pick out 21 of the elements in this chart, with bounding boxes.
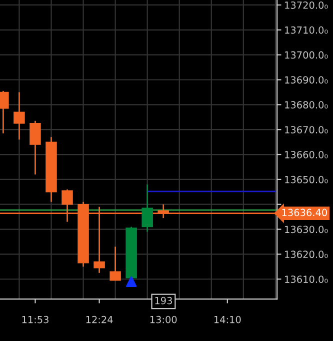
y-tick-label: 13710.0₀ [285, 26, 328, 34]
ref-line-label: 13636.40 [282, 208, 327, 216]
x-tick-label: 14:10 [214, 316, 241, 324]
y-tick-label: 13630.0₀ [285, 226, 328, 234]
y-tick-label: 13610.0₀ [285, 276, 328, 283]
y-tick-label: 13720.0₀ [285, 1, 328, 9]
y-tick-label: 13680.0₀ [285, 101, 328, 108]
y-tick-label: 13650.0₀ [285, 176, 328, 184]
y-tick-label: 13670.0₀ [285, 126, 328, 134]
y-tick-label: 13700.0₀ [285, 51, 328, 59]
candlestick [142, 184, 153, 232]
x-tick-label: 13:00 [150, 316, 177, 324]
x-tick-label: 12:24 [86, 316, 113, 324]
annotation: 193 [155, 296, 172, 304]
candlestick [14, 92, 25, 140]
y-tick-label: 13690.0₀ [285, 76, 328, 84]
candlestick [30, 120, 41, 176]
y-tick-label: 13620.0₀ [285, 250, 328, 258]
y-tick-label: 13660.0₀ [285, 150, 328, 158]
candlestick [110, 246, 121, 282]
x-tick-label: 11:53 [22, 316, 48, 324]
